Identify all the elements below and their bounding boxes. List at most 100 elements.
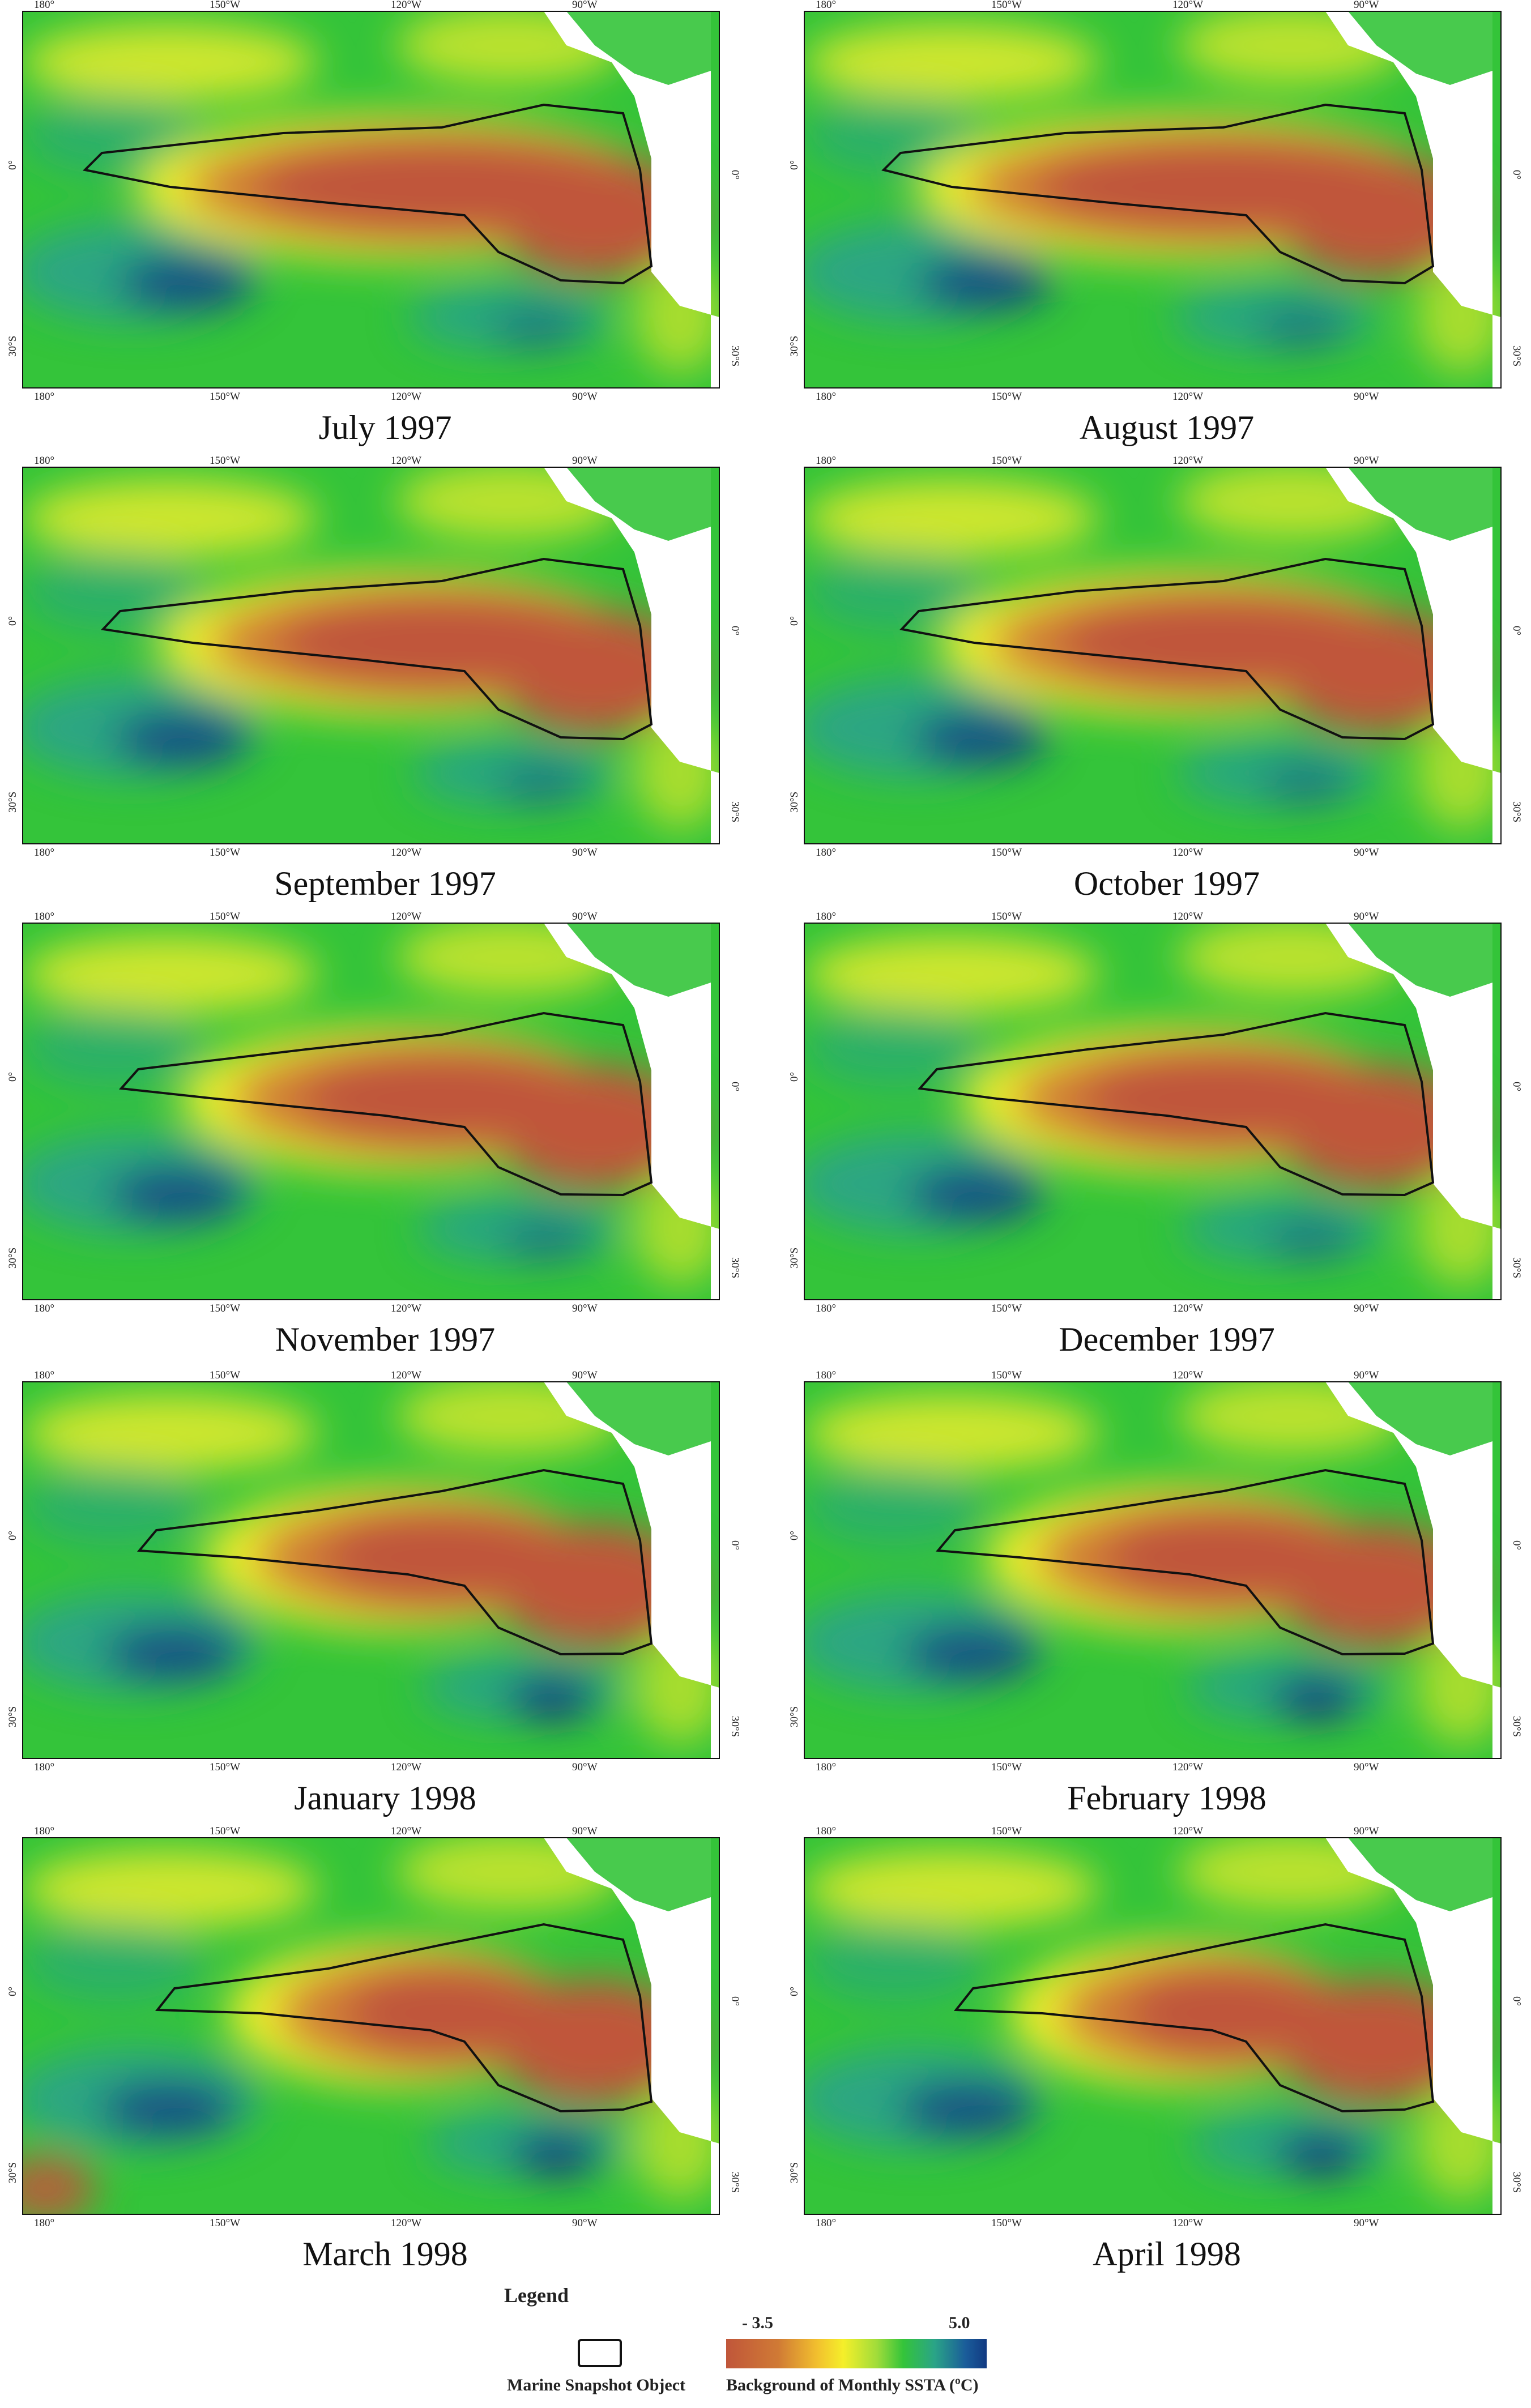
ssta-map: 180° 150°W 120°W 90°W 180° 150°W 120°W 9… bbox=[788, 456, 1523, 858]
panel-caption: December 1997 bbox=[1059, 1321, 1275, 1358]
marine-snapshot-object-icon bbox=[578, 2339, 622, 2367]
tick-right-1: 30°S bbox=[729, 801, 741, 822]
ssta-color-ramp bbox=[726, 2339, 987, 2368]
tick-bottom-3: 90°W bbox=[1354, 391, 1379, 402]
tick-right-0: 0° bbox=[1511, 1996, 1523, 2006]
legend-object-label: Marine Snapshot Object bbox=[507, 2376, 685, 2394]
tick-bottom-2: 120°W bbox=[1172, 847, 1203, 858]
panel-caption: March 1998 bbox=[302, 2235, 468, 2273]
tick-bottom-2: 120°W bbox=[1172, 391, 1203, 402]
tick-top-1: 150°W bbox=[210, 1370, 240, 1381]
tick-top-2: 120°W bbox=[1172, 1370, 1203, 1381]
tick-top-2: 120°W bbox=[391, 1826, 421, 1837]
ssta-map: 180° 150°W 120°W 90°W 180° 150°W 120°W 9… bbox=[7, 912, 741, 1314]
tick-top-2: 120°W bbox=[1172, 1826, 1203, 1837]
tick-right-1: 30°S bbox=[729, 1257, 741, 1278]
tick-bottom-3: 90°W bbox=[572, 391, 598, 402]
ssta-map-panel: 180° 150°W 120°W 90°W 180° 150°W 120°W 9… bbox=[782, 1370, 1531, 1824]
ssta-map-panel: 180° 150°W 120°W 90°W 180° 150°W 120°W 9… bbox=[0, 0, 770, 453]
legend-ramp-min: - 3.5 bbox=[742, 2313, 773, 2332]
tick-top-3: 90°W bbox=[572, 912, 598, 923]
tick-bottom-2: 120°W bbox=[1172, 2217, 1203, 2228]
tick-bottom-0: 180° bbox=[34, 1761, 54, 1773]
tick-left-1: 30°S bbox=[788, 792, 800, 813]
tick-top-0: 180° bbox=[34, 1826, 54, 1837]
tick-bottom-0: 180° bbox=[816, 1303, 836, 1314]
tick-bottom-3: 90°W bbox=[1354, 847, 1379, 858]
panel-caption: August 1997 bbox=[1079, 409, 1255, 446]
tick-left-0: 0° bbox=[788, 616, 800, 626]
tick-left-1: 30°S bbox=[788, 1248, 800, 1269]
tick-top-2: 120°W bbox=[1172, 456, 1203, 467]
tick-top-0: 180° bbox=[816, 1370, 836, 1381]
tick-bottom-0: 180° bbox=[34, 1303, 54, 1314]
tick-right-0: 0° bbox=[729, 626, 741, 635]
ssta-map: 180° 150°W 120°W 90°W 180° 150°W 120°W 9… bbox=[7, 1370, 741, 1773]
tick-right-0: 0° bbox=[729, 170, 741, 180]
tick-right-0: 0° bbox=[1511, 626, 1523, 635]
ssta-map-panel: 180° 150°W 120°W 90°W 180° 150°W 120°W 9… bbox=[782, 1826, 1531, 2279]
tick-top-3: 90°W bbox=[1354, 456, 1379, 467]
tick-top-0: 180° bbox=[34, 456, 54, 467]
tick-bottom-0: 180° bbox=[34, 391, 54, 402]
ssta-map-panel: 180° 150°W 120°W 90°W 180° 150°W 120°W 9… bbox=[782, 456, 1531, 909]
tick-top-1: 150°W bbox=[991, 912, 1022, 923]
tick-bottom-0: 180° bbox=[816, 1761, 836, 1773]
tick-top-0: 180° bbox=[34, 912, 54, 923]
tick-bottom-3: 90°W bbox=[1354, 1303, 1379, 1314]
panel-caption: October 1997 bbox=[1073, 865, 1260, 902]
tick-bottom-1: 150°W bbox=[991, 2217, 1022, 2228]
tick-top-2: 120°W bbox=[391, 456, 421, 467]
tick-left-1: 30°S bbox=[7, 2162, 19, 2183]
tick-right-0: 0° bbox=[1511, 1082, 1523, 1091]
tick-right-0: 0° bbox=[1511, 170, 1523, 180]
tick-left-1: 30°S bbox=[788, 2162, 800, 2183]
tick-right-1: 30°S bbox=[1511, 1716, 1523, 1737]
tick-top-1: 150°W bbox=[210, 0, 240, 11]
tick-top-2: 120°W bbox=[391, 912, 421, 923]
tick-top-3: 90°W bbox=[1354, 0, 1379, 11]
tick-top-1: 150°W bbox=[991, 1826, 1022, 1837]
tick-left-0: 0° bbox=[7, 1072, 19, 1082]
tick-right-1: 30°S bbox=[729, 1716, 741, 1737]
tick-top-3: 90°W bbox=[572, 1826, 598, 1837]
tick-bottom-1: 150°W bbox=[210, 1303, 240, 1314]
tick-left-0: 0° bbox=[7, 1987, 19, 1996]
tick-bottom-3: 90°W bbox=[572, 1303, 598, 1314]
tick-bottom-3: 90°W bbox=[1354, 2217, 1379, 2228]
tick-top-1: 150°W bbox=[210, 912, 240, 923]
panel-caption: November 1997 bbox=[275, 1321, 496, 1358]
ssta-map: 180° 150°W 120°W 90°W 180° 150°W 120°W 9… bbox=[788, 1826, 1523, 2228]
ssta-map-panel: 180° 150°W 120°W 90°W 180° 150°W 120°W 9… bbox=[0, 912, 770, 1365]
ssta-map-panel: 180° 150°W 120°W 90°W 180° 150°W 120°W 9… bbox=[782, 912, 1531, 1365]
legend-title: Legend bbox=[504, 2284, 569, 2307]
tick-top-2: 120°W bbox=[391, 1370, 421, 1381]
tick-top-0: 180° bbox=[816, 0, 836, 11]
tick-right-0: 0° bbox=[729, 1540, 741, 1550]
tick-bottom-1: 150°W bbox=[210, 2217, 240, 2228]
tick-right-1: 30°S bbox=[1511, 2172, 1523, 2193]
tick-top-0: 180° bbox=[34, 1370, 54, 1381]
tick-bottom-1: 150°W bbox=[991, 391, 1022, 402]
tick-top-2: 120°W bbox=[391, 0, 421, 11]
tick-bottom-1: 150°W bbox=[210, 391, 240, 402]
ssta-map-panel: 180° 150°W 120°W 90°W 180° 150°W 120°W 9… bbox=[782, 0, 1531, 453]
tick-top-3: 90°W bbox=[572, 1370, 598, 1381]
tick-top-3: 90°W bbox=[1354, 1826, 1379, 1837]
tick-left-0: 0° bbox=[7, 160, 19, 170]
tick-top-0: 180° bbox=[34, 0, 54, 11]
ssta-map: 180° 150°W 120°W 90°W 180° 150°W 120°W 9… bbox=[7, 456, 741, 858]
ssta-map-panel: 180° 150°W 120°W 90°W 180° 150°W 120°W 9… bbox=[0, 1370, 770, 1824]
tick-top-0: 180° bbox=[816, 456, 836, 467]
ssta-map-panel: 180° 150°W 120°W 90°W 180° 150°W 120°W 9… bbox=[0, 456, 770, 909]
tick-right-1: 30°S bbox=[729, 345, 741, 366]
tick-bottom-1: 150°W bbox=[210, 847, 240, 858]
tick-right-1: 30°S bbox=[729, 2172, 741, 2193]
tick-bottom-0: 180° bbox=[816, 2217, 836, 2228]
tick-bottom-1: 150°W bbox=[210, 1761, 240, 1773]
tick-right-1: 30°S bbox=[1511, 801, 1523, 822]
tick-top-1: 150°W bbox=[210, 456, 240, 467]
tick-right-1: 30°S bbox=[1511, 345, 1523, 366]
tick-bottom-0: 180° bbox=[34, 2217, 54, 2228]
panel-caption: July 1997 bbox=[318, 409, 452, 446]
